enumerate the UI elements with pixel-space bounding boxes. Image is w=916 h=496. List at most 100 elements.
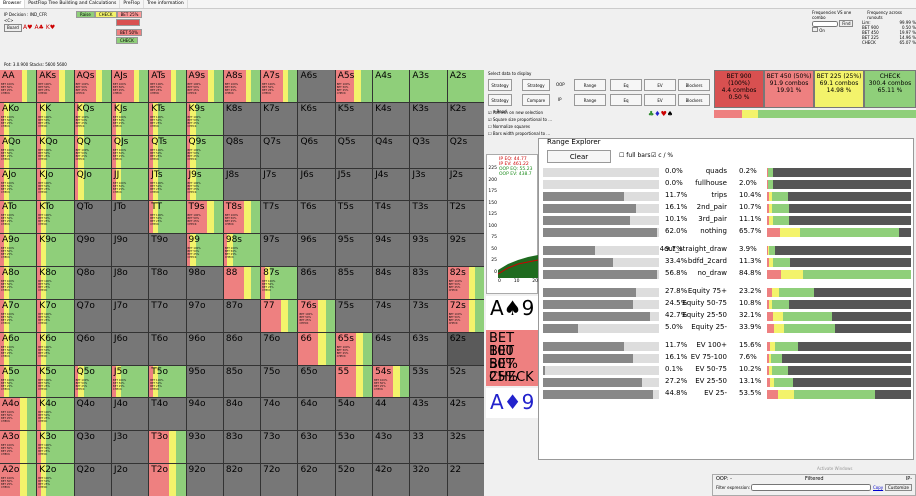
hand-cell-ato[interactable]: ATo BET 100% BET 50% BET 25% CHECK [0, 201, 37, 234]
hand-cell-q9o[interactable]: Q9o [74, 234, 111, 267]
ip-ev-button[interactable]: EV [644, 94, 676, 106]
summary-check[interactable]: CHECK 300.4 combos 65.11 % [864, 70, 916, 108]
hand-cell-62o[interactable]: 62o [298, 464, 335, 496]
hand-cell-t4o[interactable]: T4o [149, 398, 186, 431]
hand-cell-j2s[interactable]: J2s [447, 168, 484, 201]
hand-cell-96s[interactable]: 96s [298, 234, 335, 267]
hand-cell-53s[interactable]: 53s [410, 365, 447, 398]
hand-cell-84s[interactable]: 84s [373, 267, 410, 299]
tab-postflop[interactable]: PostFlop Tree Building and Calculations [25, 0, 121, 8]
hand-cell-32s[interactable]: 32s [447, 431, 484, 464]
hand-cell-64s[interactable]: 64s [373, 332, 410, 365]
refresh-checkbox[interactable]: ☑ Refresh on new selection [488, 110, 544, 115]
hand-cell-k9o[interactable]: K9o [37, 234, 74, 267]
range-row-equity-50-75[interactable]: 24.5% Equity 50-75 10.8% [543, 299, 911, 310]
range-row-quads[interactable]: 0.0% quads 0.2% [543, 167, 911, 178]
hand-cell-j7o[interactable]: J7o [111, 299, 149, 332]
hand-cell-73s[interactable]: 73s [410, 299, 447, 332]
hand-cell-q7o[interactable]: Q7o [74, 299, 111, 332]
hand-cell-93s[interactable]: 93s [410, 234, 447, 267]
hand-cell-j8o[interactable]: J8o [111, 267, 149, 299]
hand-cell-65s[interactable]: 65s BET 100% BET 50% BET 25% CHECK [335, 332, 373, 365]
tab-preflop[interactable]: PreFlop [120, 0, 144, 8]
hand-cell-qts[interactable]: QTs BET 100% BET 50% BET 25% CHECK [149, 135, 186, 168]
hand-cell-52o[interactable]: 52o [335, 464, 373, 496]
hand-cell-83o[interactable]: 83o [223, 431, 261, 464]
hand-cell-74s[interactable]: 74s [373, 299, 410, 332]
hand-cell-ajo[interactable]: AJo BET 100% BET 50% BET 25% CHECK [0, 168, 37, 201]
range-row-ev-25-[interactable]: 44.8% EV 25- 53.5% [543, 389, 911, 400]
hand-cell-a8o[interactable]: A8o BET 100% BET 50% BET 25% CHECK [0, 267, 37, 299]
summary-bet225[interactable]: BET 225 (25%) 69.1 combos 14.98 % [814, 70, 864, 108]
hand-cell-k7o[interactable]: K7o BET 100% BET 50% BET 25% CHECK [37, 299, 74, 332]
hand-cell-83s[interactable]: 83s [410, 267, 447, 299]
hand-cell-72o[interactable]: 72o [261, 464, 298, 496]
range-row-3rd-pair[interactable]: 10.1% 3rd_pair 11.1% [543, 215, 911, 226]
range-row-bdfd-2card[interactable]: 33.4% bdfd_2card 11.3% [543, 257, 911, 268]
bars-width-checkbox[interactable]: ☐ Bars width proportional to ... [488, 131, 551, 136]
hand-cell-kk[interactable]: KK BET 100% BET 50% BET 25% CHECK [37, 102, 74, 135]
hand-cell-j5o[interactable]: J5o BET 100% BET 50% BET 25% CHECK [111, 365, 149, 398]
hand-cell-65o[interactable]: 65o [298, 365, 335, 398]
hand-cell-j3s[interactable]: J3s [410, 168, 447, 201]
hand-cell-k6s[interactable]: K6s [298, 102, 335, 135]
ip-range-button[interactable]: Range [574, 94, 606, 106]
hand-cell-k5s[interactable]: K5s [335, 102, 373, 135]
range-row-ev-75-100[interactable]: 16.1% EV 75-100 7.6% [543, 353, 911, 364]
hand-cell-54o[interactable]: 54o [335, 398, 373, 431]
summary-bet900[interactable]: BET 900 (100%) 4.4 combos 0.50 % [714, 70, 764, 108]
hand-cell-ajs[interactable]: AJs BET 100% BET 50% BET 25% CHECK [111, 70, 149, 102]
hand-cell-92s[interactable]: 92s [447, 234, 484, 267]
copy-link[interactable]: Copy [873, 485, 884, 490]
hand-cell-kto[interactable]: KTo BET 100% BET 50% BET 25% CHECK [37, 201, 74, 234]
hand-cell-kts[interactable]: KTs BET 100% BET 50% BET 25% CHECK [149, 102, 186, 135]
hand-cell-kjs[interactable]: KJs BET 100% BET 50% BET 25% CHECK [111, 102, 149, 135]
hand-cell-a5o[interactable]: A5o BET 100% BET 50% BET 25% CHECK [0, 365, 37, 398]
hand-cell-t3o[interactable]: T3o [149, 431, 186, 464]
hand-cell-ako[interactable]: AKo BET 100% BET 50% BET 25% CHECK [0, 102, 37, 135]
legend-bet50[interactable]: BET 50% [116, 29, 142, 36]
range-row-trips[interactable]: 11.7% trips 10.4% [543, 191, 911, 202]
hand-cell-93o[interactable]: 93o [186, 431, 223, 464]
hand-cell-k3s[interactable]: K3s [410, 102, 447, 135]
hand-cell-95o[interactable]: 95o [186, 365, 223, 398]
hand-cell-j4o[interactable]: J4o [111, 398, 149, 431]
hand-cell-43s[interactable]: 43s [410, 398, 447, 431]
hand-cell-qto[interactable]: QTo [74, 201, 111, 234]
strategy-ev-button[interactable]: Strategy +EV [522, 79, 550, 99]
hand-cell-a4o[interactable]: A4o BET 100% BET 50% BET 25% CHECK [0, 398, 37, 431]
hand-cell-t6o[interactable]: T6o [149, 332, 186, 365]
hand-cell-j3o[interactable]: J3o [111, 431, 149, 464]
hand-cell-aks[interactable]: AKs BET 100% BET 50% BET 25% CHECK [37, 70, 74, 102]
hand-cell-j6o[interactable]: J6o [111, 332, 149, 365]
hand-cell-kqs[interactable]: KQs BET 100% BET 50% BET 25% CHECK [74, 102, 111, 135]
hand-cell-76s[interactable]: 76s BET 100% BET 50% BET 25% CHECK [298, 299, 335, 332]
hand-cell-42o[interactable]: 42o [373, 464, 410, 496]
hand-cell-t2o[interactable]: T2o [149, 464, 186, 496]
hand-cell-k9s[interactable]: K9s BET 100% BET 50% BET 25% CHECK [186, 102, 223, 135]
hand-cell-87o[interactable]: 87o [223, 299, 261, 332]
hand-cell-j2o[interactable]: J2o [111, 464, 149, 496]
hand-cell-q3s[interactable]: Q3s [410, 135, 447, 168]
hand-cell-a7s[interactable]: A7s BET 100% BET 50% BET 25% CHECK [261, 70, 298, 102]
hand-cell-t4s[interactable]: T4s [373, 201, 410, 234]
hand-cell-j9o[interactable]: J9o [111, 234, 149, 267]
oop-eq-button[interactable]: Eq [610, 79, 642, 91]
hand-cell-q8o[interactable]: Q8o [74, 267, 111, 299]
hand-cell-q5s[interactable]: Q5s [335, 135, 373, 168]
clear-button[interactable]: Clear [547, 150, 611, 163]
legend-raise[interactable]: Raise [76, 11, 95, 18]
hand-cell-ats[interactable]: ATs BET 100% BET 50% BET 25% CHECK [149, 70, 186, 102]
legend-check[interactable]: CHECK [94, 11, 117, 18]
range-row-no-draw[interactable]: 56.8% no_draw 84.8% [543, 269, 911, 280]
hand-cell-aqs[interactable]: AQs BET 100% BET 50% BET 25% CHECK [74, 70, 111, 102]
range-row-ev-100-[interactable]: 11.7% EV 100+ 15.6% [543, 341, 911, 352]
hand-cell-75o[interactable]: 75o [261, 365, 298, 398]
hand-cell-j4s[interactable]: J4s [373, 168, 410, 201]
oop-blockers-button[interactable]: Blockers [678, 79, 710, 91]
hand-cell-a2s[interactable]: A2s [447, 70, 484, 102]
hand-cell-jto[interactable]: JTo [111, 201, 149, 234]
hand-cell-86s[interactable]: 86s [298, 267, 335, 299]
hand-cell-q9s[interactable]: Q9s BET 100% BET 50% BET 25% CHECK [186, 135, 223, 168]
count-pct-checkbox[interactable]: ☑ c / % [651, 152, 674, 159]
